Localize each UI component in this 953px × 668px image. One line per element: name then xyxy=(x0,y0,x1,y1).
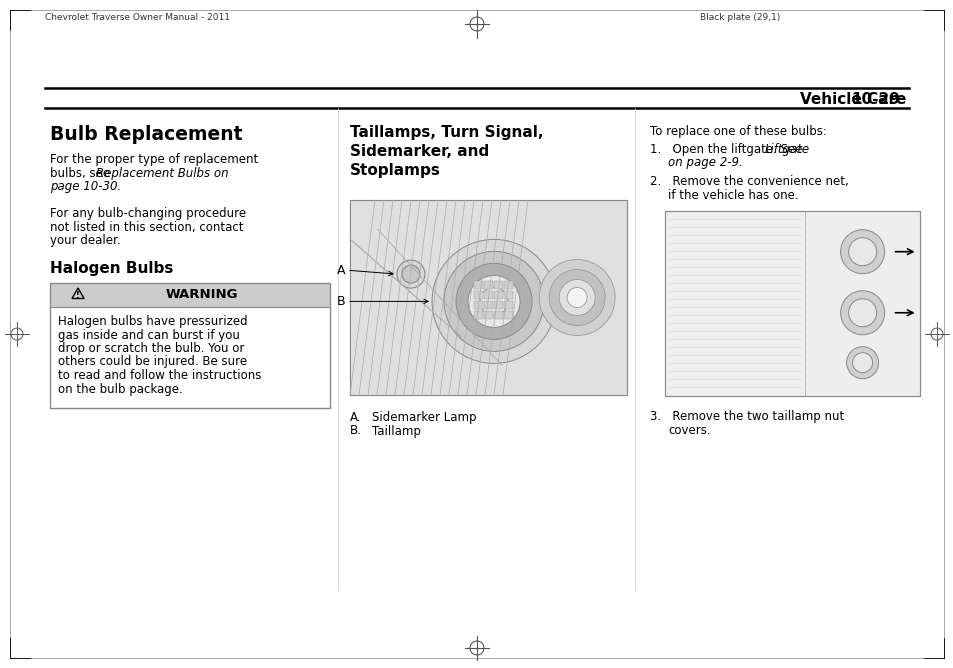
Text: For any bulb-changing procedure: For any bulb-changing procedure xyxy=(50,207,246,220)
Text: drop or scratch the bulb. You or: drop or scratch the bulb. You or xyxy=(58,342,244,355)
Text: WARNING: WARNING xyxy=(166,289,238,301)
Circle shape xyxy=(848,299,876,327)
Bar xyxy=(50,283,330,408)
Text: Chevrolet Traverse Owner Manual - 2011: Chevrolet Traverse Owner Manual - 2011 xyxy=(45,13,230,23)
Text: Taillamps, Turn Signal,: Taillamps, Turn Signal, xyxy=(350,125,543,140)
Bar xyxy=(483,291,493,299)
Text: Liftgate: Liftgate xyxy=(764,142,809,156)
Text: To replace one of these bulbs:: To replace one of these bulbs: xyxy=(649,125,826,138)
Text: not listed in this section, contact: not listed in this section, contact xyxy=(50,220,243,234)
Bar xyxy=(474,311,482,319)
Circle shape xyxy=(432,239,556,363)
Text: 10-29: 10-29 xyxy=(850,92,899,106)
Bar xyxy=(474,301,482,309)
Text: !: ! xyxy=(76,291,80,299)
Bar xyxy=(350,200,626,395)
Text: others could be injured. Be sure: others could be injured. Be sure xyxy=(58,355,247,369)
Circle shape xyxy=(852,353,872,373)
Circle shape xyxy=(840,291,883,335)
Bar xyxy=(483,311,493,319)
Text: A: A xyxy=(336,264,345,277)
Text: your dealer.: your dealer. xyxy=(50,234,120,247)
Circle shape xyxy=(468,275,519,327)
Circle shape xyxy=(401,265,419,283)
Text: bulbs, see: bulbs, see xyxy=(50,166,113,180)
Text: A.: A. xyxy=(350,411,361,424)
Circle shape xyxy=(558,279,595,315)
Bar xyxy=(350,200,626,395)
Text: Replacement Bulbs on: Replacement Bulbs on xyxy=(96,166,229,180)
Bar xyxy=(664,211,919,396)
Text: Stoplamps: Stoplamps xyxy=(350,163,440,178)
Circle shape xyxy=(456,263,532,339)
Text: Halogen bulbs have pressurized: Halogen bulbs have pressurized xyxy=(58,315,248,328)
Text: B: B xyxy=(336,295,345,308)
Text: For the proper type of replacement: For the proper type of replacement xyxy=(50,153,258,166)
Bar xyxy=(494,291,502,299)
Text: Sidemarker Lamp: Sidemarker Lamp xyxy=(372,411,476,424)
Bar xyxy=(483,281,493,289)
Text: 3.   Remove the two taillamp nut: 3. Remove the two taillamp nut xyxy=(649,410,843,423)
Circle shape xyxy=(848,238,876,266)
Text: B.: B. xyxy=(350,424,361,438)
Circle shape xyxy=(845,347,878,379)
Bar xyxy=(350,200,626,395)
Bar xyxy=(494,281,502,289)
Text: page 10-30.: page 10-30. xyxy=(50,180,121,193)
Text: Black plate (29,1): Black plate (29,1) xyxy=(700,13,780,23)
Text: Halogen Bulbs: Halogen Bulbs xyxy=(50,261,173,276)
Text: Bulb Replacement: Bulb Replacement xyxy=(50,125,242,144)
Circle shape xyxy=(840,230,883,274)
Bar xyxy=(50,283,330,307)
Bar xyxy=(474,281,482,289)
Text: on the bulb package.: on the bulb package. xyxy=(58,383,183,395)
Text: Vehicle Care: Vehicle Care xyxy=(800,92,905,106)
Text: Sidemarker, and: Sidemarker, and xyxy=(350,144,489,159)
Text: 1.   Open the liftgate. See: 1. Open the liftgate. See xyxy=(649,142,805,156)
Text: on page 2-9.: on page 2-9. xyxy=(667,156,742,169)
Circle shape xyxy=(538,259,615,335)
Bar xyxy=(503,281,513,289)
Bar xyxy=(474,291,482,299)
Circle shape xyxy=(566,287,586,307)
Bar xyxy=(503,291,513,299)
Text: to read and follow the instructions: to read and follow the instructions xyxy=(58,369,261,382)
Bar xyxy=(664,211,919,396)
Text: covers.: covers. xyxy=(667,424,710,436)
Bar xyxy=(50,307,330,404)
Text: Taillamp: Taillamp xyxy=(372,424,420,438)
Circle shape xyxy=(443,251,543,351)
Bar xyxy=(494,311,502,319)
Text: 2.   Remove the convenience net,: 2. Remove the convenience net, xyxy=(649,176,848,188)
Circle shape xyxy=(549,269,604,325)
Bar xyxy=(503,311,513,319)
Circle shape xyxy=(396,260,424,288)
Text: if the vehicle has one.: if the vehicle has one. xyxy=(667,189,798,202)
Bar xyxy=(494,301,502,309)
Bar xyxy=(503,301,513,309)
Text: gas inside and can burst if you: gas inside and can burst if you xyxy=(58,329,239,341)
Circle shape xyxy=(479,287,508,315)
Bar xyxy=(483,301,493,309)
